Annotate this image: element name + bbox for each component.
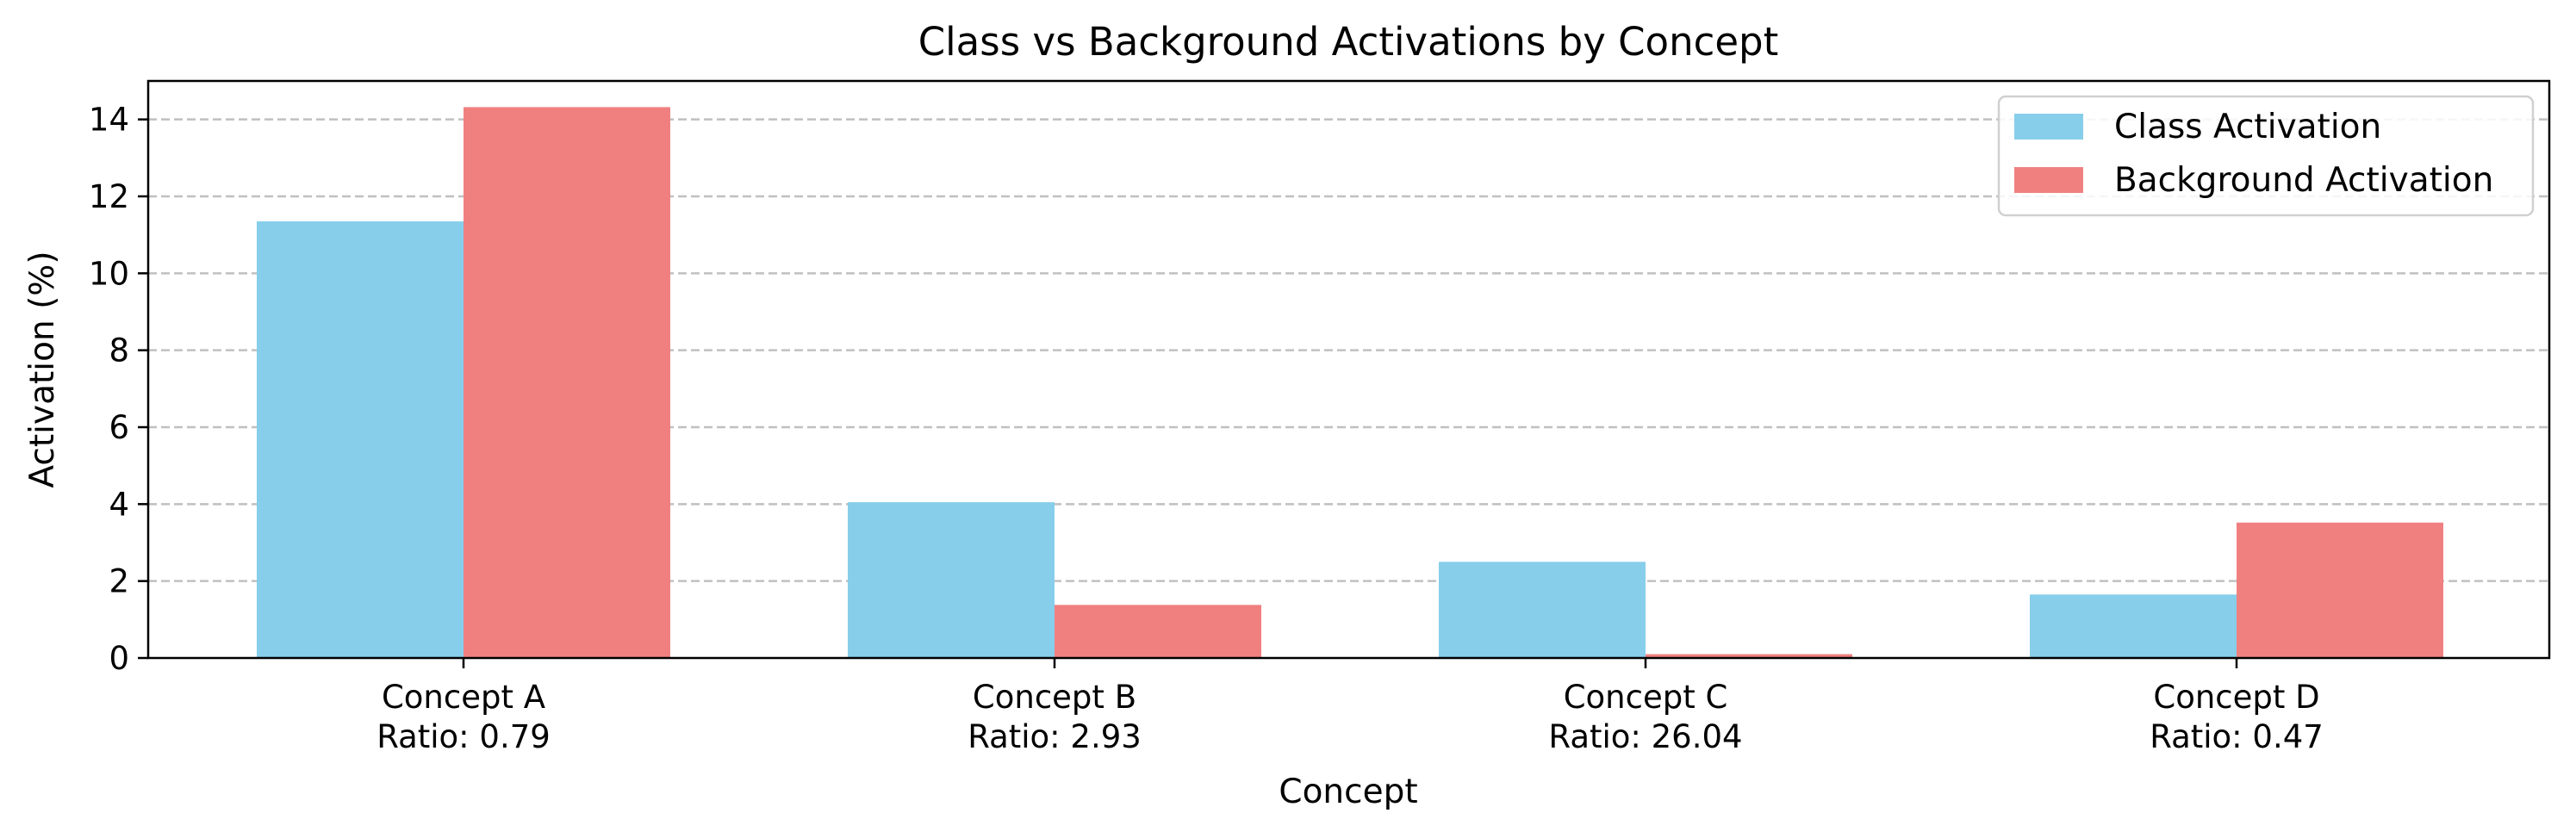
bars [257,107,2443,658]
x-tick-sublabel: Ratio: 26.04 [1548,718,1742,755]
chart-title: Class vs Background Activations by Conce… [918,19,1778,65]
x-tick-sublabel: Ratio: 0.47 [2150,718,2324,755]
y-tick-label: 2 [109,563,129,600]
legend-swatch [2014,114,2083,140]
plot-frame [146,79,2551,660]
bar-class-3 [1439,562,1646,658]
legend-label: Background Activation [2114,161,2493,200]
legend-label: Class Activation [2114,108,2381,146]
legend-box [1997,95,2535,217]
bar-background-4 [2237,522,2443,658]
bar-class-1 [257,221,464,658]
y-tick-label: 4 [109,486,129,523]
x-tick-sublabel: Ratio: 0.79 [376,718,551,755]
y-tick-label: 10 [89,255,129,292]
y-tick-label: 0 [109,640,129,677]
y-axis: 0 2 4 6 8 10 12 14 [89,102,148,677]
y-tick-label: 6 [109,409,129,446]
bar-background-3 [1646,654,1852,658]
x-tick-label: Concept D [2153,679,2319,716]
x-tick-label: Concept B [973,679,1136,716]
y-axis-label: Activation (%) [23,251,62,487]
y-tick-label: 8 [109,332,129,369]
y-tick-label: 14 [89,102,129,139]
x-axis-label: Concept [1279,773,1417,811]
legend-swatch [2014,167,2083,193]
x-tick-label: Concept A [382,679,545,716]
x-tick-sublabel: Ratio: 2.93 [968,718,1142,755]
y-tick-label: 12 [89,178,129,215]
x-tick-label: Concept C [1564,679,1728,716]
bar-class-4 [2030,594,2237,658]
legend: Class Activation Background Activation [1997,95,2535,217]
bar-background-2 [1055,605,1261,658]
bar-background-1 [464,107,670,658]
bar-class-2 [848,502,1055,658]
